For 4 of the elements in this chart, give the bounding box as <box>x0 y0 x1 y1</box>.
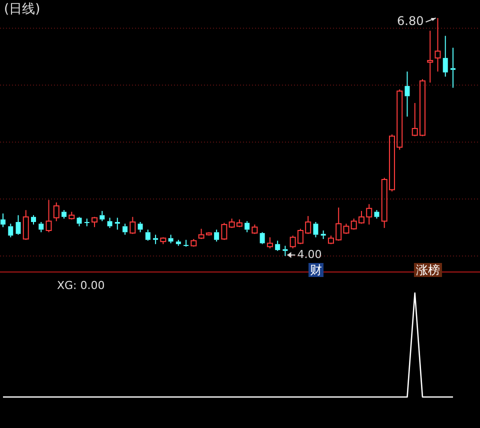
chart-title: (日线) <box>4 2 40 17</box>
annotation: 6.80 <box>397 14 424 28</box>
annotation: 4.00 <box>297 248 322 261</box>
chart-title: XG: 0.00 <box>57 279 105 292</box>
